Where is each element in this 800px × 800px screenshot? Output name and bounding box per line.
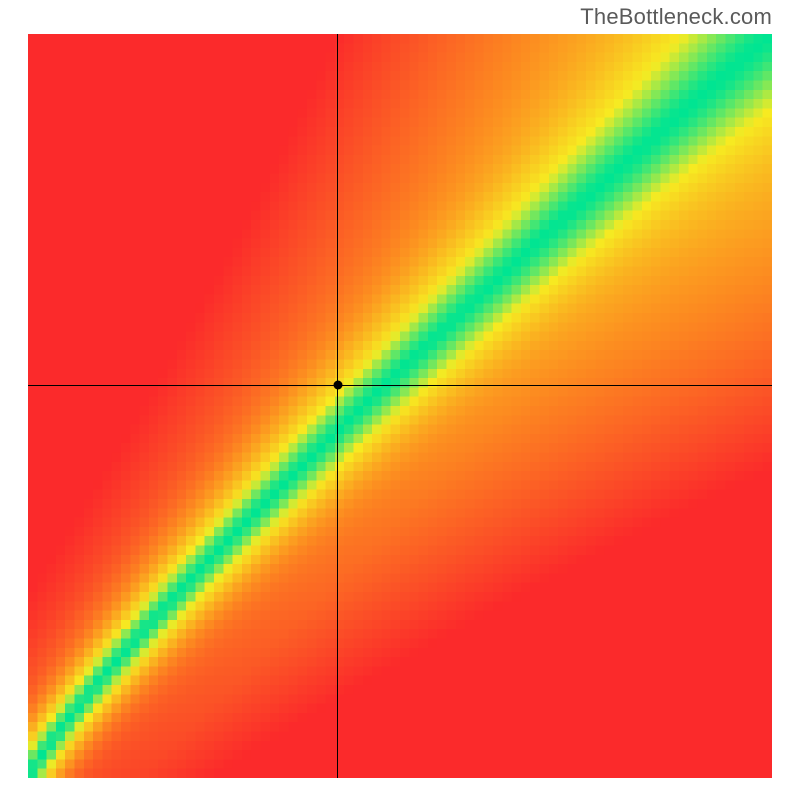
heatmap-canvas — [28, 34, 772, 778]
crosshair-marker — [333, 381, 342, 390]
heatmap-chart — [28, 34, 772, 778]
watermark-text: TheBottleneck.com — [580, 4, 772, 30]
crosshair-horizontal — [28, 385, 772, 386]
crosshair-vertical — [337, 34, 338, 778]
